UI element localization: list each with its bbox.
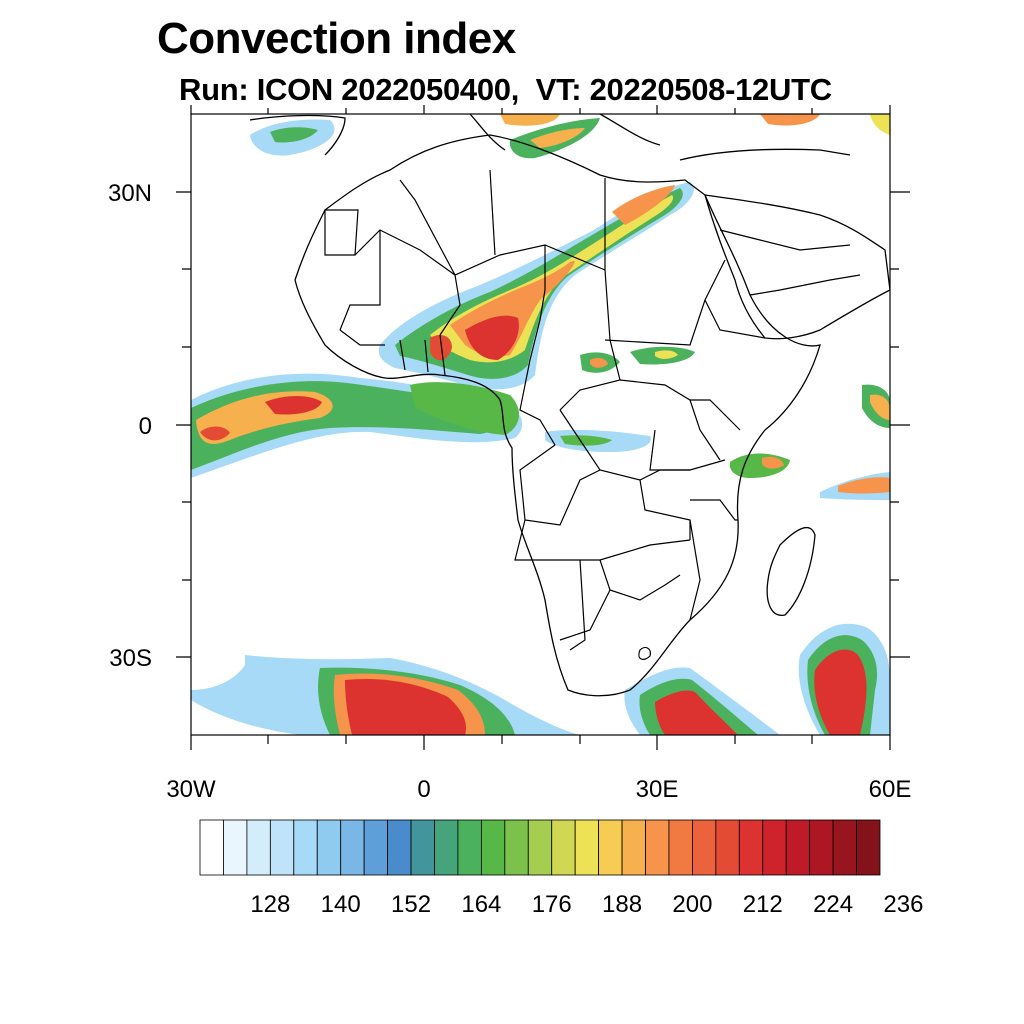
colorbar-swatch (809, 819, 834, 876)
colorbar-label: 236 (883, 891, 923, 918)
country-borders (324, 169, 861, 660)
coastlines (249, 114, 890, 697)
field-itcz-hot2 (200, 426, 230, 441)
colorbar-swatch (480, 819, 506, 876)
colorbar-swatch (410, 819, 435, 876)
colorbar (199, 819, 881, 876)
lat-label-30s: 30S (109, 645, 152, 672)
colorbar-labels: 128 140 152 164 176 188 200 212 224 236 (250, 891, 923, 918)
chart-title: Convection index (157, 14, 516, 63)
lon-labels: 30W 0 30E 60E (166, 776, 911, 803)
field-itcz-hot (265, 396, 322, 415)
field-congo-green (560, 435, 612, 446)
colorbar-swatch (715, 819, 740, 876)
colorbar-swatch (223, 819, 248, 876)
colorbar-label: 212 (743, 891, 783, 918)
field-north1 (500, 114, 560, 126)
colorbar-swatch (293, 819, 318, 876)
colorbar-label: 188 (602, 891, 642, 918)
field-sa-red (655, 690, 738, 735)
field-sahel-red (465, 315, 519, 360)
lon-label-0: 0 (417, 776, 430, 803)
colorbar-swatch (504, 819, 529, 876)
colorbar-label: 224 (813, 891, 853, 918)
colorbar-swatch (246, 819, 271, 876)
africa-coastline (294, 134, 821, 697)
field-io-se-o (838, 477, 890, 494)
field-satl-red (345, 678, 467, 735)
colorbar-swatch (738, 819, 764, 876)
greece (599, 114, 661, 146)
colorbar-swatch (574, 819, 600, 876)
colorbar-swatch (621, 819, 646, 876)
map-frame (176, 105, 910, 750)
colorbar-swatch (551, 819, 576, 876)
colorbar-swatch (387, 819, 412, 876)
colorbar-swatch (527, 819, 553, 876)
iberia (249, 114, 346, 156)
colorbar-label: 140 (321, 891, 361, 918)
colorbar-label: 152 (391, 891, 431, 918)
colorbar-swatch (762, 819, 787, 876)
field-guinea (410, 382, 520, 435)
field-se-red (814, 649, 867, 735)
colorbar-label: 128 (250, 891, 290, 918)
colorbar-swatch (832, 819, 857, 876)
colorbar-swatch (598, 819, 623, 876)
colorbar-swatch (316, 819, 342, 876)
colorbar-swatch (340, 819, 365, 876)
field-io-east-o (870, 394, 890, 420)
lat-labels: 30N 0 30S (108, 180, 152, 672)
arabia (704, 194, 890, 340)
turkey (679, 148, 851, 161)
lon-label-30w: 30W (166, 776, 216, 803)
colorbar-label: 176 (532, 891, 572, 918)
field-north3 (870, 114, 890, 135)
lon-label-30e: 30E (636, 776, 679, 803)
colorbar-swatch (645, 819, 670, 876)
colorbar-label: 164 (461, 891, 501, 918)
lon-label-60e: 60E (869, 776, 912, 803)
colorbar-swatch (668, 819, 693, 876)
lat-label-30n: 30N (108, 180, 152, 207)
colorbar-swatch (692, 819, 717, 876)
field-iberia-g (270, 127, 318, 143)
convection-fields (191, 114, 890, 735)
field-med-y (530, 128, 585, 148)
colorbar-swatch (457, 819, 482, 876)
colorbar-swatch (199, 819, 224, 876)
field-north2 (760, 114, 820, 126)
field-egypt-orange (612, 185, 675, 225)
colorbar-swatch (434, 819, 459, 876)
field-somalia-o (762, 456, 784, 469)
italy (469, 114, 506, 151)
colorbar-swatch (269, 819, 295, 876)
field-sudan-y (655, 350, 678, 359)
colorbar-swatch (363, 819, 388, 876)
chart-subtitle: Run: ICON 2022050400, VT: 20220508-12UTC (179, 72, 832, 107)
madagascar (766, 526, 816, 616)
colorbar-swatch (785, 819, 811, 876)
field-cafr-orange (590, 357, 608, 368)
colorbar-label: 200 (672, 891, 712, 918)
colorbar-swatch (856, 819, 881, 876)
lat-label-0: 0 (139, 413, 152, 440)
